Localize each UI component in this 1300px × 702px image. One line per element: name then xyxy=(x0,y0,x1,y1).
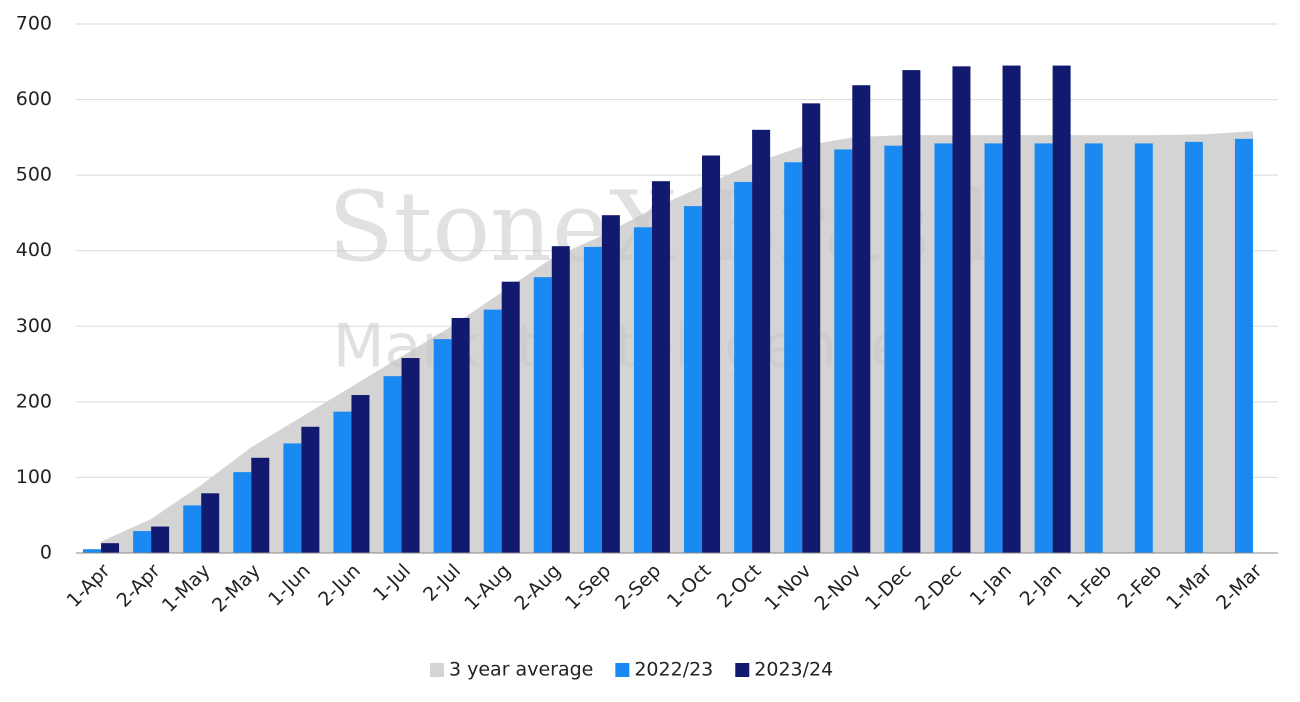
bar xyxy=(101,543,120,553)
bar xyxy=(283,443,302,553)
x-tick-label: 2-Mar xyxy=(1212,560,1266,614)
x-tick-label: 1-Nov xyxy=(760,560,815,615)
x-tick-label: 2-Apr xyxy=(113,560,165,612)
bar xyxy=(1034,143,1053,553)
x-tick-label: 1-May xyxy=(158,560,215,617)
y-tick-label: 100 xyxy=(16,466,52,488)
bar xyxy=(201,493,220,553)
bar xyxy=(451,317,470,553)
x-tick-label: 1-Oct xyxy=(663,560,716,613)
x-tick-label: 2-Oct xyxy=(713,560,766,613)
bar xyxy=(702,155,721,553)
bar xyxy=(133,531,152,553)
x-tick-label: 2-Sep xyxy=(611,560,665,614)
x-tick-label: 1-Apr xyxy=(63,560,115,612)
bar xyxy=(583,246,602,553)
bar xyxy=(233,472,252,553)
x-tick-label: 1-Jan xyxy=(966,560,1016,610)
y-tick-label: 700 xyxy=(16,13,52,35)
x-tick-label: 1-Feb xyxy=(1063,560,1116,613)
bar xyxy=(752,129,771,554)
y-tick-label: 300 xyxy=(16,315,52,337)
x-tick-label: 2-Aug xyxy=(510,560,565,615)
x-tick-label: 1-Jun xyxy=(264,560,315,611)
bar xyxy=(784,162,803,553)
bar xyxy=(551,246,570,553)
bar xyxy=(301,426,320,553)
x-tick-label: 1-Dec xyxy=(861,560,916,615)
legend-swatch xyxy=(735,663,750,677)
bar xyxy=(151,526,170,553)
bar xyxy=(952,66,971,553)
bar xyxy=(333,411,352,553)
bar xyxy=(633,227,652,553)
bar xyxy=(1134,143,1153,553)
y-tick-label: 200 xyxy=(16,390,52,412)
legend-swatch xyxy=(430,663,444,677)
x-tick-label: 1-Mar xyxy=(1162,560,1216,614)
x-tick-label: 2-May xyxy=(208,560,265,617)
bar xyxy=(1084,143,1103,553)
bar xyxy=(834,149,853,553)
bar xyxy=(884,145,903,554)
bar xyxy=(483,309,502,553)
bar xyxy=(934,143,953,553)
legend-label: 3 year average xyxy=(449,659,593,681)
y-tick-label: 0 xyxy=(40,542,52,564)
bar xyxy=(183,505,202,553)
bar xyxy=(383,376,402,553)
bar xyxy=(601,215,620,553)
x-tick-label: 2-Jul xyxy=(419,560,465,606)
bar xyxy=(852,85,871,553)
x-tick-label: 2-Dec xyxy=(911,560,966,615)
bar xyxy=(1002,65,1021,554)
bar xyxy=(984,143,1003,553)
legend-label: 2022/23 xyxy=(634,659,713,681)
legend-label: 2023/24 xyxy=(754,659,833,681)
x-tick-label: 2-Nov xyxy=(811,560,866,615)
bar xyxy=(1234,138,1253,553)
bar xyxy=(433,339,452,553)
legend-swatch xyxy=(615,663,630,677)
bar xyxy=(501,281,520,553)
bar xyxy=(684,206,703,553)
bar xyxy=(1052,65,1071,554)
x-tick-label: 1-Jul xyxy=(369,560,415,606)
bar xyxy=(251,457,270,553)
x-tick-label: 2-Jun xyxy=(314,560,365,611)
x-tick-label: 2-Feb xyxy=(1113,560,1166,613)
bar xyxy=(401,358,420,553)
y-tick-label: 400 xyxy=(16,239,52,261)
y-tick-label: 500 xyxy=(16,164,52,186)
bar xyxy=(734,181,753,554)
x-tick-label: 1-Sep xyxy=(561,560,615,614)
x-tick-label: 2-Jan xyxy=(1016,560,1066,610)
bar xyxy=(651,181,670,553)
bar xyxy=(533,277,552,553)
bar xyxy=(802,103,821,553)
bar xyxy=(83,549,102,553)
bar xyxy=(1184,141,1203,554)
bar xyxy=(902,70,921,553)
x-tick-label: 1-Aug xyxy=(460,560,515,615)
y-tick-label: 600 xyxy=(16,88,52,110)
bar xyxy=(351,395,370,553)
